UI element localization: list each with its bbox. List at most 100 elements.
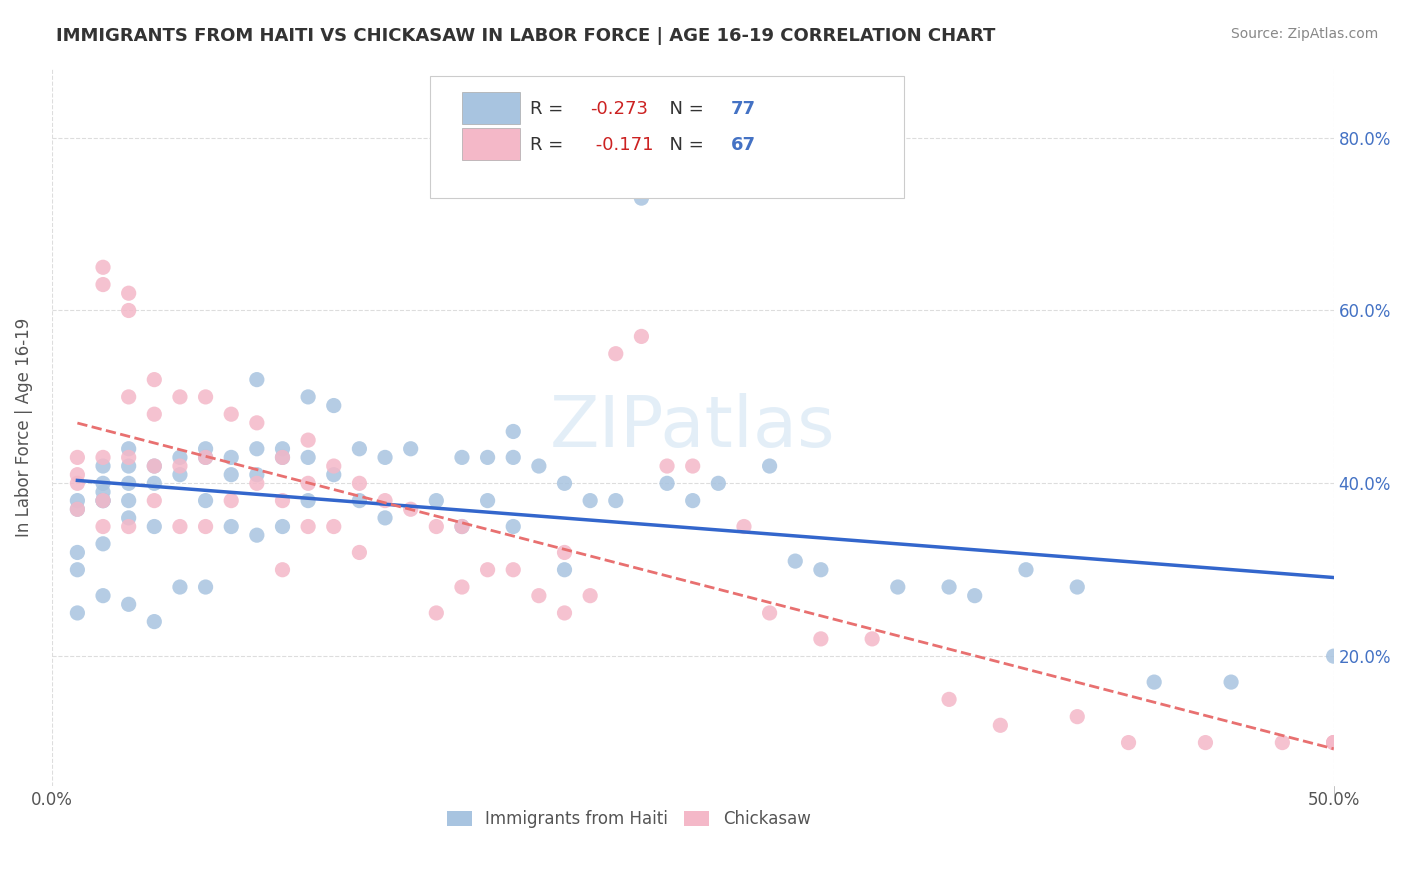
Point [297, 476, 319, 491]
Point [169, 390, 191, 404]
Point [118, 390, 141, 404]
Point [553, 563, 575, 577]
FancyBboxPatch shape [463, 92, 520, 125]
Y-axis label: In Labor Force | Age 16-19: In Labor Force | Age 16-19 [15, 318, 32, 537]
Point [271, 563, 294, 577]
Point [297, 433, 319, 447]
Point [219, 407, 242, 421]
Point [988, 718, 1011, 732]
Point [502, 519, 524, 533]
Point [118, 286, 141, 301]
Point [553, 545, 575, 559]
Point [1066, 709, 1088, 723]
Point [605, 347, 627, 361]
Point [118, 458, 141, 473]
Point [91, 493, 114, 508]
Point [91, 485, 114, 500]
Point [169, 519, 191, 533]
Point [194, 450, 217, 465]
Point [349, 442, 371, 456]
Point [91, 493, 114, 508]
Point [451, 519, 474, 533]
Point [143, 458, 166, 473]
Point [322, 458, 344, 473]
FancyBboxPatch shape [430, 76, 904, 198]
Point [271, 493, 294, 508]
Point [118, 511, 141, 525]
Point [219, 493, 242, 508]
Point [938, 580, 960, 594]
Point [66, 502, 89, 516]
Point [271, 450, 294, 465]
Point [1323, 735, 1346, 749]
Point [655, 458, 678, 473]
Point [169, 458, 191, 473]
Point [91, 519, 114, 533]
Point [1015, 563, 1038, 577]
Point [630, 329, 652, 343]
Point [143, 493, 166, 508]
Point [194, 450, 217, 465]
Point [887, 580, 910, 594]
Point [349, 545, 371, 559]
Point [194, 580, 217, 594]
Point [143, 373, 166, 387]
Point [194, 519, 217, 533]
Point [374, 511, 396, 525]
Point [118, 442, 141, 456]
Point [91, 589, 114, 603]
Point [1323, 735, 1346, 749]
Point [477, 450, 499, 465]
Text: N =: N = [658, 136, 710, 153]
Point [66, 450, 89, 465]
Point [219, 519, 242, 533]
Point [246, 373, 269, 387]
Text: -0.273: -0.273 [591, 100, 648, 118]
Point [66, 502, 89, 516]
Point [91, 476, 114, 491]
Point [143, 476, 166, 491]
Point [682, 458, 704, 473]
Point [66, 545, 89, 559]
Point [707, 476, 730, 491]
Point [246, 416, 269, 430]
Point [1194, 735, 1216, 749]
Point [322, 519, 344, 533]
Point [425, 606, 447, 620]
Text: IMMIGRANTS FROM HAITI VS CHICKASAW IN LABOR FORCE | AGE 16-19 CORRELATION CHART: IMMIGRANTS FROM HAITI VS CHICKASAW IN LA… [56, 27, 995, 45]
Point [579, 589, 602, 603]
Point [297, 519, 319, 533]
Text: 67: 67 [731, 136, 756, 153]
Point [579, 493, 602, 508]
Point [1220, 675, 1243, 690]
Point [374, 493, 396, 508]
Point [297, 493, 319, 508]
Point [527, 589, 550, 603]
Point [451, 580, 474, 594]
Point [143, 519, 166, 533]
Point [758, 458, 780, 473]
Point [758, 606, 780, 620]
Point [1066, 580, 1088, 594]
Point [169, 467, 191, 482]
Point [143, 458, 166, 473]
Point [246, 476, 269, 491]
Point [655, 476, 678, 491]
Point [66, 606, 89, 620]
Point [118, 493, 141, 508]
Point [219, 450, 242, 465]
Text: R =: R = [530, 100, 569, 118]
Point [169, 450, 191, 465]
Point [271, 442, 294, 456]
Point [143, 407, 166, 421]
Point [91, 277, 114, 292]
Point [246, 528, 269, 542]
Point [1143, 675, 1166, 690]
Point [502, 450, 524, 465]
Point [553, 606, 575, 620]
Text: Source: ZipAtlas.com: Source: ZipAtlas.com [1230, 27, 1378, 41]
Point [399, 442, 422, 456]
Point [118, 476, 141, 491]
Point [66, 476, 89, 491]
Point [349, 476, 371, 491]
